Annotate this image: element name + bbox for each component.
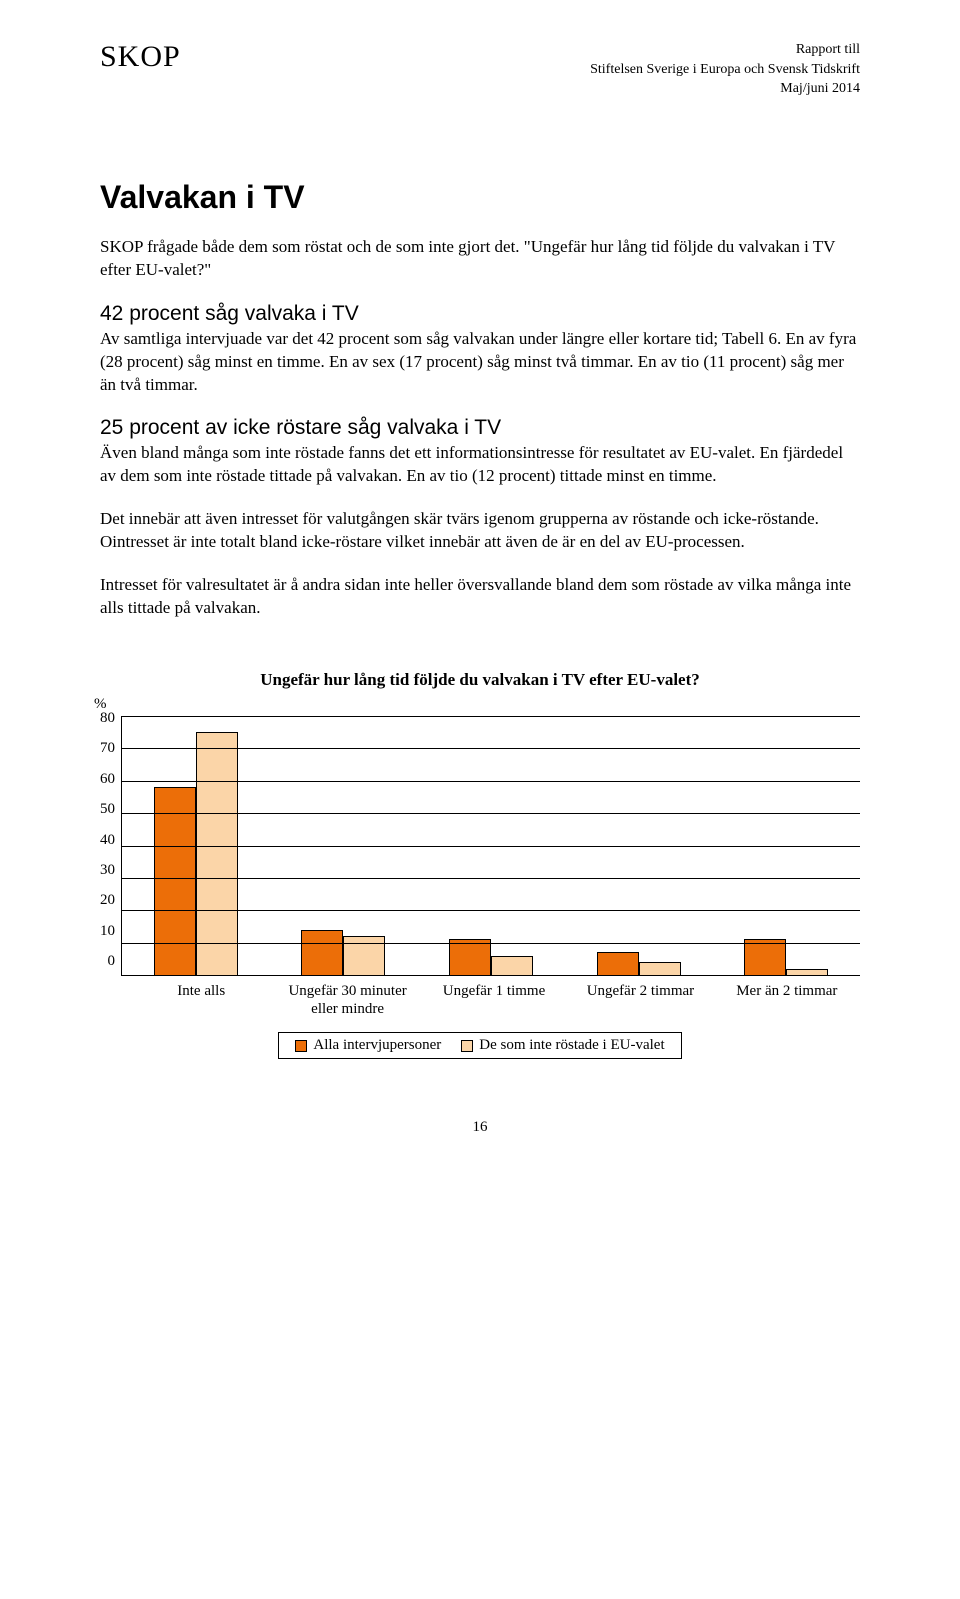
gridline bbox=[122, 878, 860, 879]
bar bbox=[597, 952, 639, 975]
paragraph-2: Av samtliga intervjuade var det 42 proce… bbox=[100, 328, 860, 397]
y-axis: 80706050403020100 bbox=[100, 710, 121, 970]
y-tick: 0 bbox=[108, 953, 116, 970]
chart-legend: Alla intervjupersoner De som inte röstade… bbox=[278, 1032, 681, 1059]
x-label: Ungefär 2 timmar bbox=[567, 982, 713, 1018]
page-number: 16 bbox=[100, 1119, 860, 1136]
chart-container: % 80706050403020100 Inte allsUngefär 30 … bbox=[100, 700, 860, 1059]
y-tick: 50 bbox=[100, 801, 115, 818]
legend-item: Alla intervjupersoner bbox=[295, 1037, 441, 1054]
chart-section: Ungefär hur lång tid följde du valvakan … bbox=[100, 670, 860, 1059]
legend-label: Alla intervjupersoner bbox=[313, 1037, 441, 1054]
chart-title: Ungefär hur lång tid följde du valvakan … bbox=[100, 670, 860, 690]
chart-body: 80706050403020100 bbox=[100, 700, 860, 976]
gridline bbox=[122, 748, 860, 749]
gridline bbox=[122, 781, 860, 782]
header-line2: Stiftelsen Sverige i Europa och Svensk T… bbox=[590, 60, 860, 80]
y-axis-label: % bbox=[94, 696, 107, 713]
legend-label: De som inte röstade i EU-valet bbox=[479, 1037, 664, 1054]
gridline bbox=[122, 813, 860, 814]
y-tick: 40 bbox=[100, 832, 115, 849]
legend-swatch bbox=[295, 1040, 307, 1052]
subtitle-2: 25 procent av icke röstare såg valvaka i… bbox=[100, 416, 860, 440]
gridline bbox=[122, 846, 860, 847]
x-label: Ungefär 30 minuter eller mindre bbox=[274, 982, 420, 1018]
header-brand: SKOP bbox=[100, 40, 181, 74]
x-axis-labels: Inte allsUngefär 30 minuter eller mindre… bbox=[128, 982, 860, 1018]
plot-area bbox=[121, 716, 860, 976]
paragraph-3: Även bland många som inte röstade fanns … bbox=[100, 442, 860, 488]
header-line3: Maj/juni 2014 bbox=[590, 79, 860, 99]
page-header: SKOP Rapport till Stiftelsen Sverige i E… bbox=[100, 40, 860, 99]
y-tick: 70 bbox=[100, 740, 115, 757]
bar bbox=[196, 732, 238, 975]
legend-item: De som inte röstade i EU-valet bbox=[461, 1037, 664, 1054]
bar bbox=[786, 969, 828, 975]
bar bbox=[491, 956, 533, 975]
gridline bbox=[122, 943, 860, 944]
x-label: Ungefär 1 timme bbox=[421, 982, 567, 1018]
header-line1: Rapport till bbox=[590, 40, 860, 60]
y-tick: 20 bbox=[100, 892, 115, 909]
y-tick: 10 bbox=[100, 923, 115, 940]
y-tick: 30 bbox=[100, 862, 115, 879]
paragraph-5: Intresset för valresultatet är å andra s… bbox=[100, 574, 860, 620]
subtitle-1: 42 procent såg valvaka i TV bbox=[100, 302, 860, 326]
paragraph-4: Det innebär att även intresset för valut… bbox=[100, 508, 860, 554]
y-tick: 60 bbox=[100, 771, 115, 788]
bar bbox=[301, 930, 343, 975]
page-title: Valvakan i TV bbox=[100, 179, 860, 216]
legend-swatch bbox=[461, 1040, 473, 1052]
x-label: Inte alls bbox=[128, 982, 274, 1018]
x-label: Mer än 2 timmar bbox=[714, 982, 860, 1018]
paragraph-1: SKOP frågade både dem som röstat och de … bbox=[100, 236, 860, 282]
gridline bbox=[122, 716, 860, 717]
bar bbox=[154, 787, 196, 975]
bar bbox=[449, 939, 491, 975]
bar bbox=[744, 939, 786, 975]
bar bbox=[639, 962, 681, 975]
gridline bbox=[122, 910, 860, 911]
header-right: Rapport till Stiftelsen Sverige i Europa… bbox=[590, 40, 860, 99]
